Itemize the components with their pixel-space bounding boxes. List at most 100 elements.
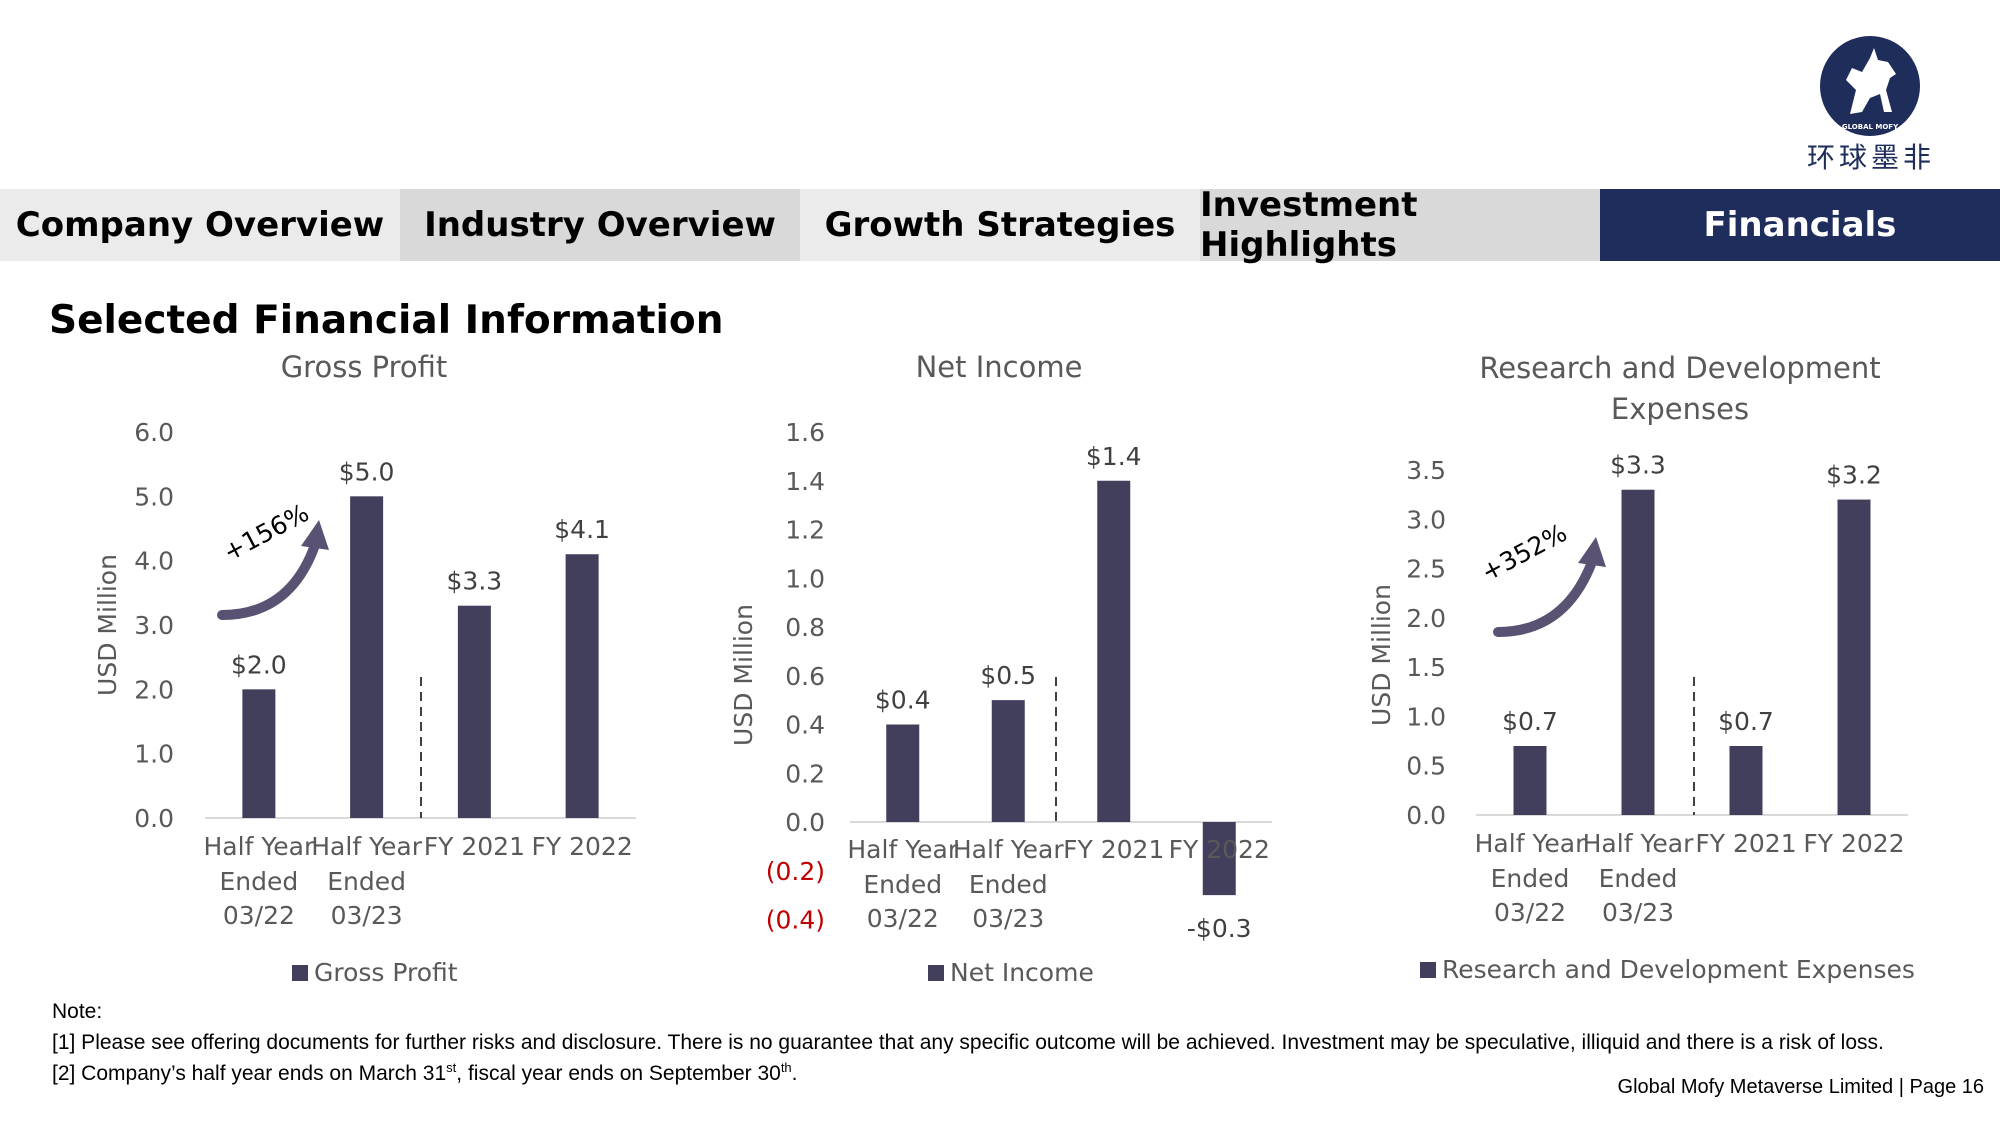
notes-section: Note: [1] Please see offering documents … bbox=[52, 996, 1932, 1089]
bar bbox=[350, 496, 384, 818]
bar-data-label: $0.7 bbox=[1502, 707, 1558, 736]
legend-label: Gross Profit bbox=[314, 958, 458, 987]
tab-industry-overview[interactable]: Industry Overview bbox=[400, 189, 800, 261]
bar-data-label: $0.5 bbox=[980, 661, 1036, 690]
x-tick-label: Ended bbox=[969, 870, 1048, 899]
legend-label: Net Income bbox=[950, 958, 1094, 987]
growth-arrow-head bbox=[301, 520, 329, 550]
y-axis-label: USD Million bbox=[93, 554, 122, 696]
bar bbox=[886, 724, 920, 822]
x-tick-label: Half Year bbox=[847, 835, 958, 864]
y-tick-label: 2.0 bbox=[134, 675, 174, 704]
bar bbox=[1621, 489, 1655, 815]
tab-investment-highlights[interactable]: Investment Highlights bbox=[1200, 185, 1600, 265]
x-tick-label: FY 2021 bbox=[424, 832, 525, 861]
growth-arrow bbox=[217, 540, 320, 620]
y-tick-label: 1.2 bbox=[785, 516, 825, 545]
y-tick-label: (0.4) bbox=[766, 906, 825, 935]
tab-growth-strategies[interactable]: Growth Strategies bbox=[800, 189, 1200, 261]
y-tick-label: 0.4 bbox=[785, 711, 825, 740]
logo-chinese-text: 环球墨非 bbox=[1806, 141, 1935, 174]
y-tick-label: 1.0 bbox=[785, 564, 825, 593]
bar bbox=[565, 554, 599, 818]
tab-company-overview[interactable]: Company Overview bbox=[0, 189, 400, 261]
x-tick-label: 03/22 bbox=[223, 901, 295, 930]
x-tick-label: Ended bbox=[863, 870, 942, 899]
y-tick-label: 1.0 bbox=[134, 740, 174, 769]
x-tick-label: FY 2021 bbox=[1063, 835, 1164, 864]
footer-page-label: Global Mofy Metaverse Limited | Page 16 bbox=[1617, 1076, 1984, 1098]
x-tick-label: Ended bbox=[327, 867, 406, 896]
legend-swatch bbox=[928, 965, 944, 981]
y-tick-label: 2.0 bbox=[1406, 604, 1446, 633]
y-tick-label: 3.0 bbox=[134, 611, 174, 640]
bar bbox=[1202, 822, 1236, 896]
x-tick-label: 03/23 bbox=[972, 904, 1044, 933]
chart-title: Research and Development bbox=[1479, 351, 1880, 385]
y-tick-label: 0.2 bbox=[785, 759, 825, 788]
logo-badge-text: GLOBAL MOFY bbox=[1842, 123, 1899, 131]
bar-data-label: $1.4 bbox=[1086, 442, 1142, 471]
note-2: [2] Company’s half year ends on March 31… bbox=[52, 1060, 798, 1085]
notes-heading: Note: bbox=[52, 1000, 103, 1023]
bar bbox=[1729, 746, 1763, 815]
y-axis-label: USD Million bbox=[1367, 584, 1396, 726]
x-tick-label: FY 2022 bbox=[1803, 829, 1904, 858]
y-tick-label: 2.5 bbox=[1406, 555, 1446, 584]
y-tick-label: 0.0 bbox=[1406, 801, 1446, 830]
y-tick-label: 0.0 bbox=[134, 804, 174, 833]
x-tick-label: FY 2021 bbox=[1695, 829, 1796, 858]
x-tick-label: Ended bbox=[1599, 864, 1678, 893]
x-tick-label: Half Year bbox=[1475, 829, 1586, 858]
x-tick-label: Half Year bbox=[1583, 829, 1694, 858]
bar-data-label: $5.0 bbox=[339, 457, 395, 486]
growth-arrow-head bbox=[1578, 537, 1606, 567]
x-tick-label: FY 2022 bbox=[532, 832, 633, 861]
y-tick-label: 1.0 bbox=[1406, 702, 1446, 731]
company-logo: GLOBAL MOFY bbox=[1800, 28, 1940, 178]
y-tick-label: (0.2) bbox=[766, 857, 825, 886]
growth-arrow bbox=[1493, 557, 1597, 637]
x-tick-label: Ended bbox=[219, 867, 298, 896]
x-tick-label: FY 2022 bbox=[1169, 835, 1270, 864]
tab-financials[interactable]: Financials bbox=[1600, 189, 2000, 261]
bar-data-label: $4.1 bbox=[554, 515, 610, 544]
x-tick-label: 03/22 bbox=[867, 904, 939, 933]
section-nav: Company Overview Industry Overview Growt… bbox=[0, 185, 2000, 265]
bar-data-label: $3.2 bbox=[1826, 461, 1882, 490]
x-tick-label: Half Year bbox=[953, 835, 1064, 864]
bar-data-label: $0.7 bbox=[1718, 707, 1774, 736]
bar bbox=[242, 689, 276, 818]
y-tick-label: 1.5 bbox=[1406, 653, 1446, 682]
y-tick-label: 0.5 bbox=[1406, 752, 1446, 781]
y-tick-label: 0.8 bbox=[785, 613, 825, 642]
page-title: Selected Financial Information bbox=[49, 298, 724, 343]
note-1: [1] Please see offering documents for fu… bbox=[52, 1031, 1884, 1054]
bar-data-label: $3.3 bbox=[1610, 451, 1666, 480]
y-tick-label: 1.6 bbox=[785, 418, 825, 447]
growth-annotation: +156% bbox=[218, 498, 313, 567]
y-tick-label: 6.0 bbox=[134, 418, 174, 447]
y-tick-label: 4.0 bbox=[134, 547, 174, 576]
x-tick-label: Half Year bbox=[204, 832, 315, 861]
bar-data-label: $2.0 bbox=[231, 650, 287, 679]
x-tick-label: Half Year bbox=[311, 832, 422, 861]
y-tick-label: 3.0 bbox=[1406, 505, 1446, 534]
legend-swatch bbox=[292, 965, 308, 981]
legend-label: Research and Development Expenses bbox=[1442, 955, 1915, 984]
y-tick-label: 1.4 bbox=[785, 467, 825, 496]
bar bbox=[1837, 499, 1871, 815]
legend-swatch bbox=[1420, 962, 1436, 978]
y-tick-label: 5.0 bbox=[134, 482, 174, 511]
charts-canvas: Gross Profit USD Million 0.0 1.0 2.0 3.0 4.0 5.… bbox=[93, 350, 1915, 987]
bar bbox=[1097, 480, 1131, 822]
bar bbox=[991, 700, 1025, 822]
growth-annotation: +352% bbox=[1476, 518, 1571, 587]
x-tick-label: Ended bbox=[1491, 864, 1570, 893]
x-tick-label: 03/22 bbox=[1494, 898, 1566, 927]
chart-title: Expenses bbox=[1611, 392, 1749, 426]
y-tick-label: 3.5 bbox=[1406, 456, 1446, 485]
bar-data-label: $0.4 bbox=[875, 686, 931, 715]
bar-data-label: -$0.3 bbox=[1187, 914, 1252, 943]
x-tick-label: 03/23 bbox=[331, 901, 403, 930]
